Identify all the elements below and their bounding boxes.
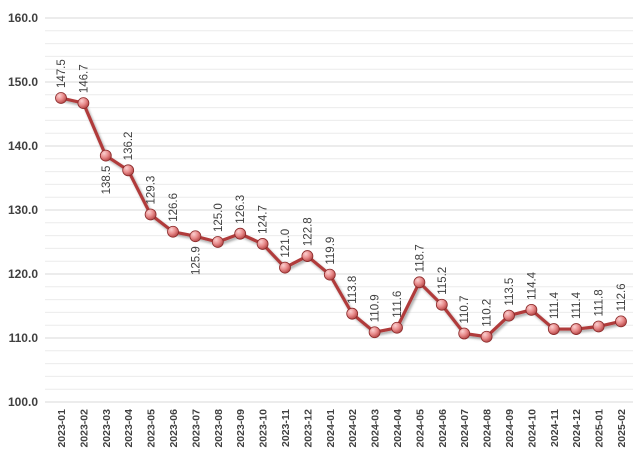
x-tick-label: 2023-12: [302, 409, 314, 448]
data-point: [256, 238, 269, 250]
data-label: 122.8: [302, 217, 314, 246]
x-tick-label: 2024-10: [526, 409, 538, 448]
data-point: [435, 298, 448, 311]
x-tick-label: 2025-02: [616, 409, 628, 448]
data-point: [189, 230, 202, 243]
data-point: [122, 164, 135, 177]
data-point: [615, 315, 627, 328]
x-tick-label: 2024-02: [347, 409, 359, 448]
series-line: [60, 96, 622, 339]
data-point: [234, 227, 247, 240]
x-tick-label: 2023-03: [101, 409, 113, 448]
data-point: [211, 236, 224, 248]
x-tick-label: 2023-08: [213, 409, 225, 448]
data-point: [167, 225, 179, 238]
series-markers: [55, 92, 627, 343]
x-tick-label: 2024-07: [459, 409, 471, 448]
data-point: [525, 303, 538, 316]
y-axis-tick-labels: 100.0 110.0 120.0 130.0 140.0 150.0 160.0: [8, 11, 38, 409]
data-label: 138.5: [101, 166, 113, 195]
data-label: 121.0: [280, 229, 292, 258]
data-point: [279, 261, 291, 274]
data-labels: 147.5 146.7 138.5 136.2 129.3 126.6 125.9 125.0…: [56, 59, 628, 327]
x-tick-label: 2025-01: [594, 409, 606, 448]
x-tick-label: 2023-01: [56, 409, 68, 448]
data-point: [503, 309, 515, 322]
data-label: 113.8: [347, 276, 359, 304]
y-tick-label: 120.0: [8, 267, 38, 281]
data-label: 112.6: [616, 283, 628, 311]
data-point: [346, 307, 359, 320]
x-tick-label: 2024-01: [325, 409, 337, 448]
data-label: 126.3: [235, 195, 247, 224]
data-point: [323, 268, 336, 281]
data-label: 110.9: [370, 294, 382, 322]
data-label: 118.7: [414, 244, 426, 272]
data-label: 126.6: [168, 193, 180, 222]
data-point: [570, 323, 583, 335]
x-tick-label: 2023-09: [235, 409, 247, 448]
data-label: 110.7: [459, 296, 471, 324]
y-tick-label: 100.0: [8, 395, 38, 409]
gridlines: [45, 17, 633, 403]
data-point: [368, 326, 381, 339]
data-point: [413, 276, 426, 289]
data-label: 115.2: [437, 267, 449, 295]
data-label: 146.7: [78, 64, 90, 93]
x-tick-label: 2023-07: [190, 409, 202, 448]
data-label: 111.6: [392, 291, 404, 318]
data-label: 125.9: [190, 246, 202, 275]
x-tick-label: 2023-04: [123, 409, 135, 448]
data-point: [144, 208, 157, 221]
y-tick-label: 150.0: [8, 75, 38, 89]
data-label: 136.2: [123, 132, 135, 161]
x-tick-label: 2023-06: [168, 409, 180, 448]
series-line-path: [60, 96, 622, 339]
x-tick-label: 2024-03: [370, 409, 382, 448]
x-tick-label: 2023-05: [146, 409, 158, 448]
data-point: [55, 92, 67, 104]
data-label: 124.7: [258, 205, 270, 234]
data-point: [547, 323, 560, 335]
x-tick-label: 2024-08: [482, 409, 494, 448]
x-tick-label: 2023-10: [258, 409, 270, 448]
x-tick-label: 2023-02: [78, 409, 90, 448]
x-tick-label: 2024-06: [437, 409, 449, 448]
x-tick-label: 2024-09: [504, 409, 516, 448]
data-label: 119.9: [325, 237, 337, 265]
data-label: 125.0: [213, 203, 225, 232]
y-tick-label: 130.0: [8, 203, 38, 217]
data-point: [592, 320, 605, 333]
data-label: 111.4: [549, 291, 561, 319]
data-point: [391, 321, 403, 334]
data-label: 114.4: [526, 271, 538, 300]
data-point: [480, 330, 493, 343]
x-tick-label: 2024-11: [549, 409, 561, 447]
data-point: [99, 149, 112, 162]
data-point: [77, 97, 90, 110]
data-label: 111.4: [571, 291, 583, 319]
x-axis-tick-labels: 2023-01 2023-02 2023-03 2023-04 2023-05 2023-…: [56, 409, 628, 448]
y-tick-label: 160.0: [8, 11, 38, 25]
data-label: 147.5: [56, 59, 68, 88]
data-point: [301, 250, 314, 262]
x-tick-label: 2024-05: [414, 409, 426, 448]
y-tick-label: 140.0: [8, 139, 38, 153]
data-point: [458, 327, 471, 340]
data-label: 110.2: [482, 299, 494, 327]
data-label: 129.3: [146, 176, 158, 205]
x-tick-label: 2023-11: [280, 409, 292, 447]
x-tick-label: 2024-12: [571, 409, 583, 448]
y-tick-label: 110.0: [9, 331, 39, 345]
x-tick-label: 2024-04: [392, 409, 404, 448]
data-label: 113.5: [504, 278, 516, 306]
data-label: 111.8: [594, 289, 606, 316]
